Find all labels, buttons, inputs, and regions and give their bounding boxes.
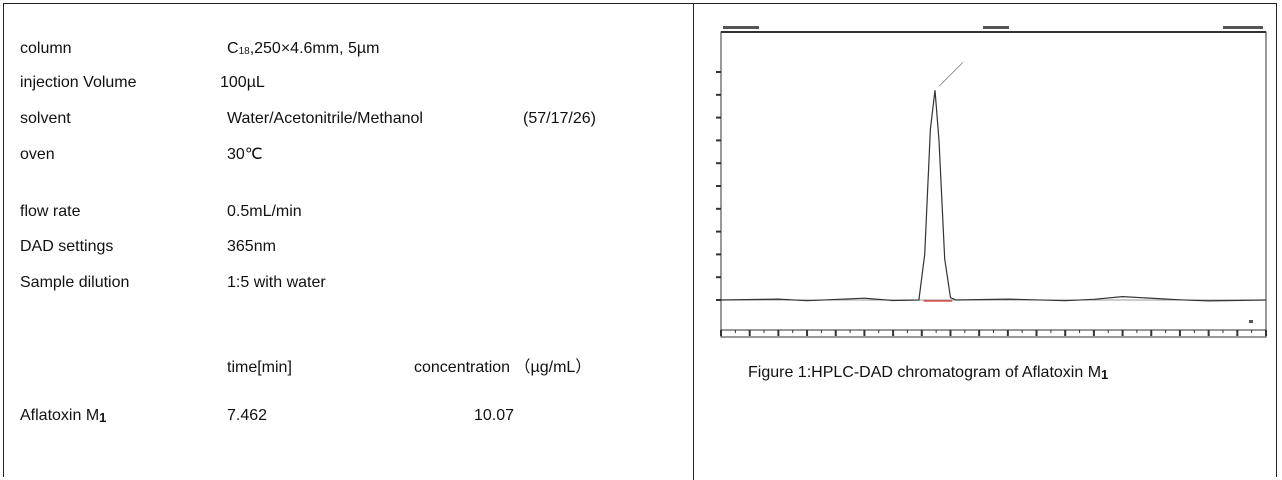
header-label-left <box>723 26 759 29</box>
chromatogram-trace <box>720 90 1267 302</box>
cond-value-column: C18,250×4.6mm, 5µm <box>227 40 380 57</box>
x-axis-ticks <box>720 329 1267 336</box>
corner-mark <box>1249 320 1253 323</box>
cond-value-oven: 30℃ <box>227 146 263 163</box>
plot-frame <box>720 31 1267 338</box>
cond-value-injection: 100µL <box>220 74 265 91</box>
cond-label-flow: flow rate <box>20 203 81 220</box>
header-labels <box>723 26 1263 29</box>
results-concentration: 10.07 <box>474 407 515 424</box>
panel-divider <box>693 3 694 480</box>
chromatogram-chart <box>716 26 1267 338</box>
results-time: 7.462 <box>227 407 268 424</box>
cond-value-flow: 0.5mL/min <box>227 203 302 220</box>
figure-caption: Figure 1:HPLC-DAD chromatogram of Aflato… <box>748 364 1109 382</box>
cond-label-solvent: solvent <box>20 110 71 127</box>
header-label-center <box>983 26 1009 29</box>
header-label-right <box>1223 26 1263 29</box>
cond-label-column: column <box>20 40 72 57</box>
results-header-time: time[min] <box>227 359 292 376</box>
results-header-concentration: concentration （µg/mL） <box>414 359 592 376</box>
cond-value-dilution: 1:5 with water <box>227 274 326 291</box>
cond-label-oven: oven <box>20 146 55 163</box>
cond-label-dad: DAD settings <box>20 238 114 255</box>
cond-label-injection: injection Volume <box>20 74 137 91</box>
panel-frame <box>3 3 1277 477</box>
cond-value-dad: 365nm <box>227 238 276 255</box>
cond-value-solvent: Water/Acetonitrile/Methanol <box>227 110 423 127</box>
cond-value-solvent-ratio: (57/17/26) <box>523 110 596 127</box>
y-axis-ticks <box>716 71 721 301</box>
cond-label-dilution: Sample dilution <box>20 274 130 291</box>
results-compound: Aflatoxin M1 <box>20 407 107 425</box>
peak-annotation <box>938 61 964 87</box>
